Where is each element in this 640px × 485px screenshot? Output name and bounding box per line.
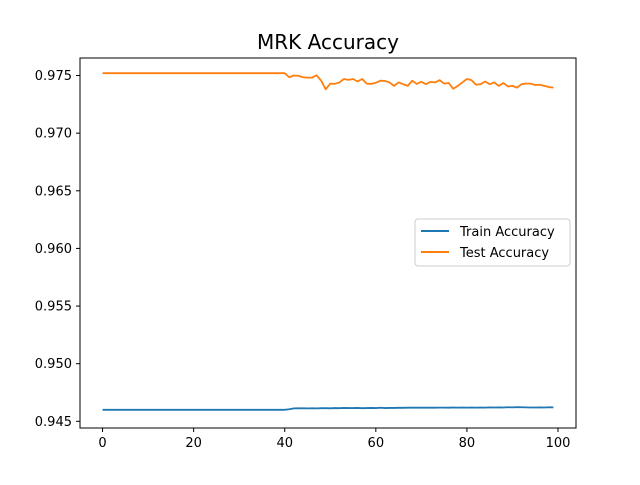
y-tick-label: 0.950 (35, 357, 72, 372)
legend-label-test: Test Accuracy (459, 246, 549, 261)
legend: Train Accuracy Test Accuracy (414, 218, 571, 267)
legend-box (414, 218, 571, 267)
chart-title: MRK Accuracy (257, 30, 399, 54)
series-line-1 (102, 72, 554, 91)
series-line-0 (102, 406, 554, 411)
plot-area (102, 72, 554, 411)
axes: 0 20 40 60 80 100 0.945 0.950 0.955 0.960 0.965 0.9… (35, 69, 571, 451)
y-tick-label: 0.945 (35, 415, 72, 430)
plot-frame (79, 57, 577, 429)
legend-label-train: Train Accuracy (459, 225, 555, 240)
y-tick-label: 0.955 (35, 300, 72, 315)
x-tick-label: 100 (546, 436, 571, 451)
y-tick-label: 0.960 (35, 242, 72, 257)
y-tick-label: 0.965 (35, 184, 72, 199)
x-tick-label: 40 (276, 436, 293, 451)
x-tick-label: 80 (459, 436, 476, 451)
x-tick-label: 20 (185, 436, 202, 451)
y-tick-label: 0.975 (35, 69, 72, 84)
x-tick-label: 60 (368, 436, 385, 451)
y-tick-label: 0.970 (35, 127, 72, 142)
x-tick-label: 0 (98, 436, 106, 451)
